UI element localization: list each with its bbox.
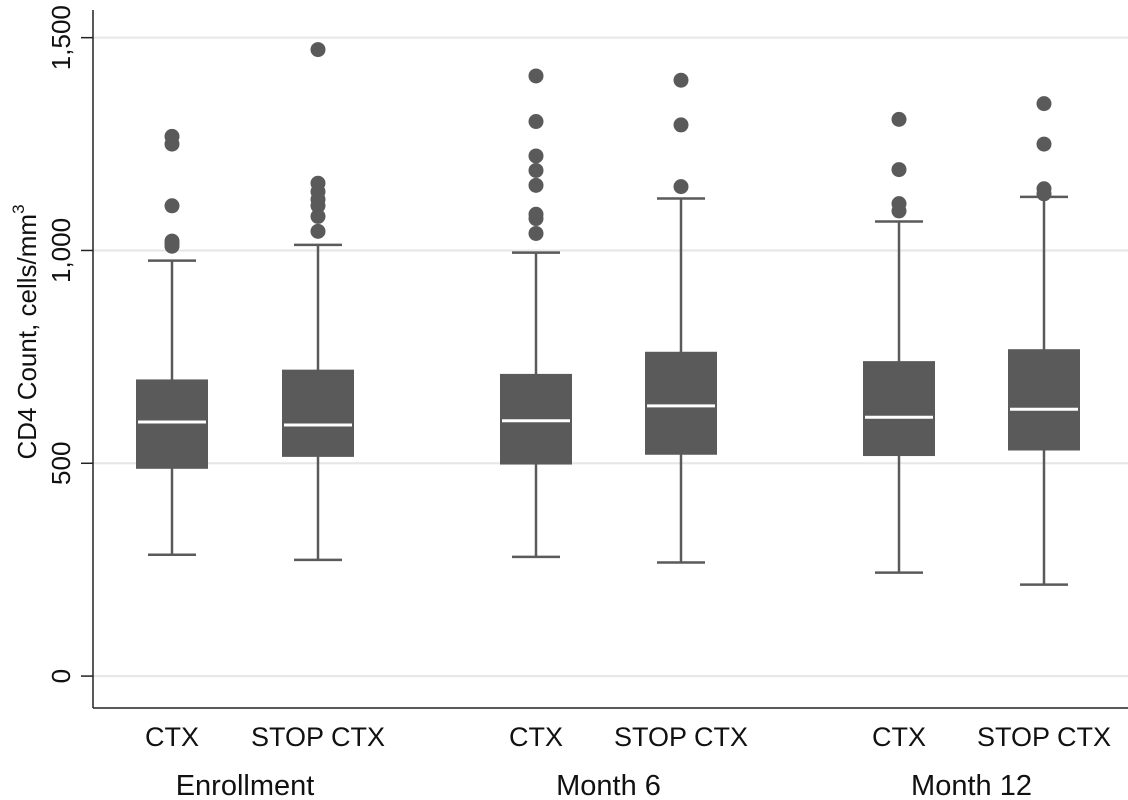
outlier-point — [164, 233, 180, 249]
y-tick-label: 1,000 — [46, 218, 76, 283]
outlier-point — [310, 223, 326, 239]
outlier-point — [528, 206, 544, 222]
box-month-12-ctx — [863, 111, 935, 574]
outlier-point — [528, 162, 544, 178]
group-label: Month 12 — [911, 770, 1032, 800]
outlier-point — [1036, 136, 1052, 152]
outlier-point — [891, 196, 907, 212]
group-label: Enrollment — [176, 770, 315, 800]
outlier-point — [891, 111, 907, 127]
y-tick-label: 0 — [46, 669, 76, 683]
y-axis: 0 500 1,000 1,500 — [46, 5, 1128, 709]
box-month-6-ctx — [500, 68, 572, 559]
outlier-point — [673, 179, 689, 195]
outlier-point — [528, 68, 544, 84]
box-enrollment-stop-ctx — [282, 42, 354, 562]
outlier-point — [1036, 96, 1052, 112]
box-enrollment-ctx — [136, 128, 208, 557]
category-label: STOP CTX — [977, 722, 1111, 752]
iqr-box — [282, 369, 354, 457]
box-month-6-stop-ctx — [645, 72, 717, 564]
outlier-point — [891, 162, 907, 178]
outlier-point — [310, 175, 326, 191]
outlier-point — [1036, 181, 1052, 197]
y-tick-label: 1,500 — [46, 5, 76, 70]
iqr-box — [1008, 349, 1080, 451]
category-label: STOP CTX — [614, 722, 748, 752]
category-label: CTX — [872, 722, 926, 752]
y-axis-title-text: CD4 Count, cells/mm — [12, 214, 42, 460]
iqr-box — [645, 351, 717, 455]
y-axis-title-superscript: 3 — [9, 204, 28, 213]
box-month-12-stop-ctx — [1008, 96, 1080, 586]
outlier-point — [673, 117, 689, 133]
iqr-box — [136, 379, 208, 469]
boxes — [136, 42, 1080, 586]
category-label: CTX — [509, 722, 563, 752]
y-axis-title: CD4 Count, cells/mm3 — [9, 204, 42, 459]
outlier-point — [528, 114, 544, 130]
group-label: Month 6 — [556, 770, 661, 800]
outlier-point — [164, 198, 180, 214]
outlier-point — [164, 128, 180, 144]
gridlines — [93, 36, 1128, 678]
outlier-point — [673, 72, 689, 88]
iqr-box — [863, 361, 935, 457]
outlier-point — [528, 177, 544, 193]
outlier-point — [528, 148, 544, 164]
x-axis-labels: CTX STOP CTX Enrollment CTX STOP CTX Month 6 C… — [145, 722, 1111, 800]
outlier-point — [528, 225, 544, 241]
outlier-point — [310, 208, 326, 224]
category-label: CTX — [145, 722, 199, 752]
y-tick-label: 500 — [46, 442, 76, 485]
category-label: STOP CTX — [251, 722, 385, 752]
outlier-point — [310, 42, 326, 58]
